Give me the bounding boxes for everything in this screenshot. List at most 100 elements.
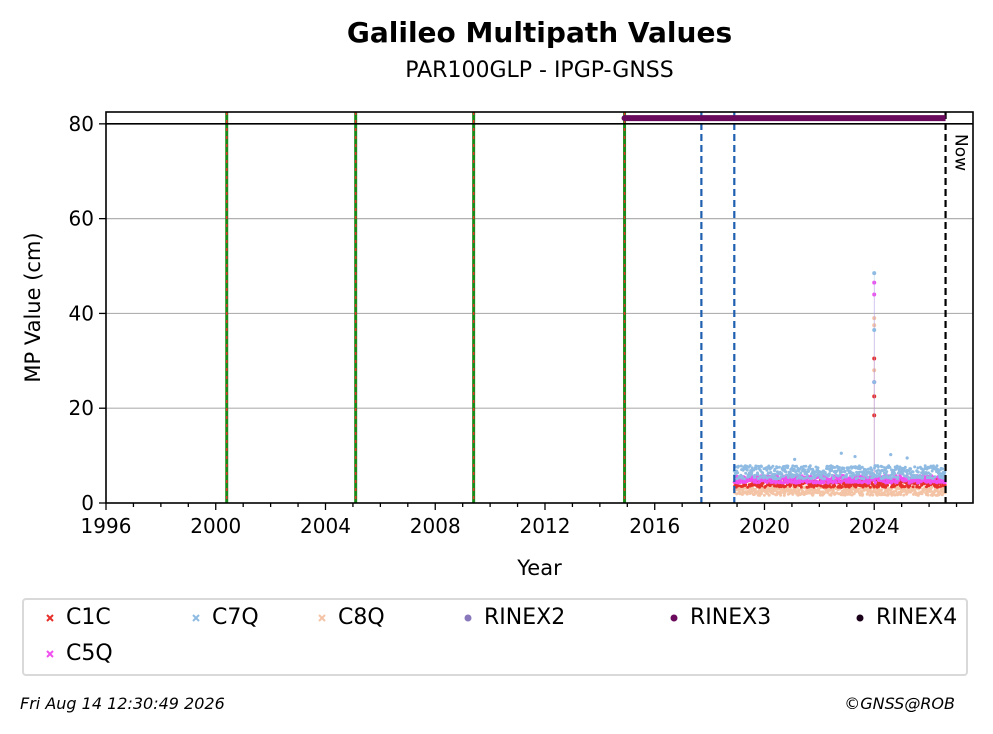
spike-point	[872, 271, 877, 276]
data-point	[940, 493, 944, 497]
data-point	[929, 489, 933, 492]
legend-item-c5q: C5Q	[38, 642, 113, 666]
data-point	[870, 468, 874, 472]
data-point	[795, 464, 798, 468]
chart-title: Galileo Multipath Values	[346, 16, 733, 49]
data-point	[756, 473, 760, 476]
data-point	[799, 485, 803, 489]
data-point	[792, 467, 796, 471]
data-point	[818, 493, 822, 497]
data-point	[803, 468, 807, 472]
x-tick-label: 2008	[410, 514, 461, 538]
data-point	[913, 465, 917, 469]
data-point	[755, 481, 759, 485]
data-point	[753, 475, 757, 479]
legend-label: C1C	[66, 605, 111, 630]
data-point	[760, 465, 763, 468]
data-point	[780, 472, 784, 476]
legend-item-c7q: C7Q	[184, 606, 259, 630]
data-point	[830, 473, 834, 477]
data-point	[795, 472, 799, 476]
data-point	[861, 493, 865, 496]
data-point	[904, 474, 908, 478]
data-point	[825, 464, 829, 468]
data-point	[895, 464, 899, 468]
data-point	[874, 480, 878, 484]
legend-item-rinex2: RINEX2	[456, 606, 565, 630]
data-point	[885, 470, 889, 474]
data-point	[736, 464, 740, 468]
x-tick-label: 1996	[81, 514, 132, 538]
x-marker-icon	[38, 606, 62, 630]
data-point	[807, 469, 811, 473]
y-axis-label: MP Value (cm)	[21, 232, 45, 382]
data-point	[896, 475, 900, 479]
data-point	[754, 467, 758, 471]
data-point	[896, 471, 900, 475]
data-point	[844, 475, 848, 479]
data-point	[868, 488, 872, 492]
data-point	[860, 465, 864, 469]
data-point	[823, 471, 827, 474]
data-point	[875, 471, 879, 475]
data-point	[902, 493, 906, 497]
data-point	[926, 493, 930, 497]
data-point	[849, 474, 852, 478]
data-point	[916, 466, 920, 470]
footer-credit: ©GNSS@ROB	[844, 694, 955, 713]
y-tick-label: 60	[69, 207, 94, 231]
data-point	[838, 473, 842, 477]
data-point	[930, 485, 934, 489]
data-point	[840, 479, 844, 483]
data-point	[851, 476, 854, 479]
data-point	[895, 481, 899, 485]
data-point	[762, 493, 766, 497]
data-point	[767, 464, 771, 468]
data-point	[893, 472, 897, 476]
data-point	[936, 485, 940, 489]
plot-frame	[105, 111, 974, 504]
data-point	[752, 468, 756, 472]
data-point	[843, 469, 847, 473]
dot-marker-icon	[456, 606, 480, 630]
data-point	[740, 475, 744, 478]
data-point	[876, 465, 880, 469]
data-point	[850, 490, 854, 494]
y-tick-label: 0	[81, 491, 94, 515]
data-point	[761, 481, 765, 485]
x-tick-label: 2012	[520, 514, 571, 538]
data-point	[892, 475, 896, 479]
data-point	[748, 475, 752, 479]
data-point	[880, 465, 884, 469]
data-point	[841, 475, 845, 479]
legend-item-rinex4: RINEX4	[848, 606, 957, 630]
data-point	[758, 488, 761, 492]
data-point	[939, 484, 943, 488]
data-point	[866, 467, 870, 471]
data-point	[736, 471, 740, 475]
data-point	[916, 470, 920, 474]
data-point	[744, 471, 748, 475]
data-point	[898, 465, 902, 469]
data-point	[903, 485, 907, 488]
data-point	[801, 477, 805, 481]
data-point	[826, 491, 830, 495]
data-point	[840, 470, 844, 474]
data-point	[918, 485, 922, 489]
data-point	[779, 491, 783, 495]
x-tick-label: 2024	[849, 514, 900, 538]
data-point	[765, 468, 769, 472]
data-point	[879, 488, 883, 492]
legend: C1C C7Q C8Q RINEX2 RINEX3 RINEX4 C5Q	[22, 598, 968, 676]
data-point	[808, 480, 812, 484]
x-tick-label: 2004	[300, 514, 351, 538]
data-point	[797, 469, 800, 473]
data-point	[903, 465, 907, 469]
data-point	[816, 466, 820, 470]
data-point	[736, 484, 740, 488]
data-point	[905, 456, 909, 460]
data-point	[833, 484, 837, 488]
legend-item-c1c: C1C	[38, 606, 111, 630]
series-c5q	[732, 280, 947, 485]
